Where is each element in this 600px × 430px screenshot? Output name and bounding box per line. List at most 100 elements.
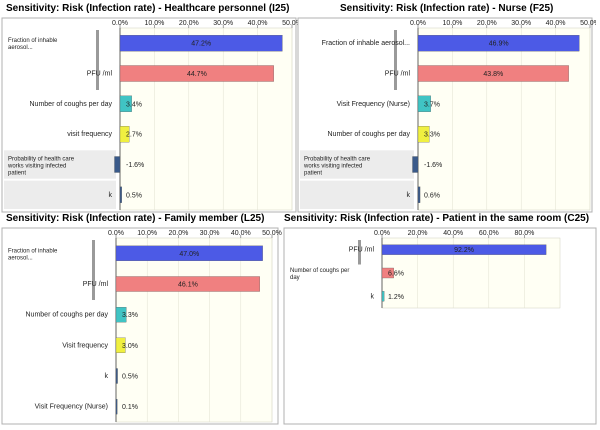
category-label: PFU /ml — [87, 71, 113, 78]
plot-area — [417, 27, 591, 211]
bar — [115, 368, 118, 384]
scroll-indicator — [358, 240, 361, 265]
x-tick-label: 50.0% — [282, 20, 300, 27]
bar — [417, 35, 580, 52]
category-label: Fraction of inhable aerosol... — [322, 40, 410, 47]
data-label: -1.6% — [424, 162, 442, 169]
x-tick-label: 20.0% — [477, 20, 497, 27]
bar — [119, 65, 274, 82]
category-label: PFU /ml — [349, 247, 375, 254]
bar — [115, 276, 260, 292]
bar — [115, 245, 263, 261]
bar — [381, 267, 394, 279]
data-label: 46.1% — [178, 282, 198, 289]
data-label: 92.2% — [454, 247, 474, 254]
scroll-indicator — [96, 30, 99, 90]
x-tick-label: 0.0% — [112, 20, 128, 27]
category-highlight — [300, 150, 414, 179]
x-tick-label: 0.0% — [374, 230, 390, 237]
x-tick-label: 50.0% — [580, 20, 596, 27]
chart-nurse: 0.0% 10.0% 20.0% 30.0% 40.0% 50.0% Fraction of… — [297, 17, 596, 213]
data-label: 3.7% — [424, 101, 440, 108]
chart-healthcare: 0.0% 10.0% 20.0% 30.0% 40.0% 50.0% Fraction of… — [1, 17, 300, 213]
bar — [381, 244, 547, 255]
data-label: 1.2% — [388, 294, 404, 301]
chart-title: Sensitivity: Risk (Infection rate) - Nur… — [340, 3, 554, 14]
data-label: 3.3% — [424, 132, 440, 139]
bar — [114, 156, 121, 173]
data-label: 44.7% — [187, 71, 207, 78]
bar — [115, 399, 118, 415]
x-tick-label: 10.0% — [137, 230, 157, 237]
x-tick-label: 0.0% — [410, 20, 426, 27]
data-label: 43.8% — [483, 71, 503, 78]
data-label: 0.5% — [126, 192, 142, 199]
bar — [115, 337, 126, 353]
x-tick-label: 10.0% — [442, 20, 462, 27]
x-tick-label: 60.0% — [479, 230, 499, 237]
x-tick-label: 30.0% — [200, 230, 220, 237]
category-label: Probability of health care works visiting… — [7, 157, 75, 177]
category-label: Number of coughs per day — [30, 101, 113, 108]
plot-area — [119, 27, 293, 211]
x-tick-label: 20.0% — [408, 230, 428, 237]
bar — [119, 35, 283, 52]
bar — [119, 126, 130, 143]
category-label: Visit frequency — [62, 342, 108, 349]
data-label: 0.6% — [424, 192, 440, 199]
data-label: 47.2% — [191, 41, 211, 48]
category-label: PFU /ml — [385, 71, 411, 78]
category-label: k — [105, 373, 109, 380]
scroll-indicator — [92, 240, 95, 300]
x-tick-label: 20.0% — [168, 230, 188, 237]
category-label: k — [109, 192, 113, 199]
category-label: Number of coughs per day — [328, 131, 411, 138]
bar — [417, 95, 431, 112]
chart-title: Sensitivity: Risk (Infection rate) - Pat… — [284, 213, 590, 224]
bar — [119, 186, 122, 203]
chart-patient: 0.0% 20.0% 40.0% 60.0% 80.0% PFU /ml 92.2% Numb… — [283, 227, 597, 425]
x-tick-label: 30.0% — [511, 20, 531, 27]
x-tick-label: 50.0% — [262, 230, 282, 237]
data-label: 47.0% — [179, 251, 199, 258]
chart-title: Sensitivity: Risk (Infection rate) - Hea… — [6, 3, 290, 14]
data-label: 2.7% — [126, 132, 142, 139]
x-tick-label: 0.0% — [108, 230, 124, 237]
category-label: Number of coughs per day — [26, 312, 109, 319]
category-label: Visit Frequency (Nurse) — [337, 101, 410, 108]
bar — [417, 126, 430, 143]
plot-area — [115, 237, 273, 423]
data-label: 6.6% — [388, 271, 404, 278]
chart-title: Sensitivity: Risk (Infection rate) - Fam… — [6, 213, 265, 224]
category-label: Fraction of inhable aerosol... — [8, 248, 58, 261]
data-label: 46.9% — [489, 41, 509, 48]
bar — [412, 156, 419, 173]
bar — [115, 307, 127, 323]
category-highlight — [300, 180, 414, 209]
data-label: 3.3% — [122, 312, 138, 319]
bar — [119, 95, 132, 112]
data-label: -1.6% — [126, 162, 144, 169]
x-tick-label: 20.0% — [179, 20, 199, 27]
data-label: 3.0% — [122, 343, 138, 350]
category-label: Fraction of inhable aerosol... — [8, 38, 58, 51]
x-tick-label: 40.0% — [443, 230, 463, 237]
category-label: Number of coughs per day — [290, 268, 349, 281]
category-label: visit frequency — [67, 131, 112, 138]
category-label: k — [407, 192, 411, 199]
bar — [417, 65, 569, 82]
bar — [417, 186, 421, 203]
bar — [381, 291, 385, 302]
category-highlight — [4, 180, 116, 209]
chart-family: 0.0% 10.0% 20.0% 30.0% 40.0% 50.0% Fraction of… — [1, 227, 282, 425]
category-highlight — [4, 150, 116, 179]
category-label: k — [371, 293, 375, 300]
data-label: 0.5% — [122, 374, 138, 381]
x-tick-label: 40.0% — [231, 230, 251, 237]
category-label: Probability of health care works visiting… — [303, 157, 371, 177]
x-tick-label: 40.0% — [546, 20, 566, 27]
x-tick-label: 40.0% — [248, 20, 268, 27]
data-label: 0.1% — [122, 404, 138, 411]
category-label: Visit Frequency (Nurse) — [35, 404, 108, 411]
category-label: PFU /ml — [83, 281, 109, 288]
